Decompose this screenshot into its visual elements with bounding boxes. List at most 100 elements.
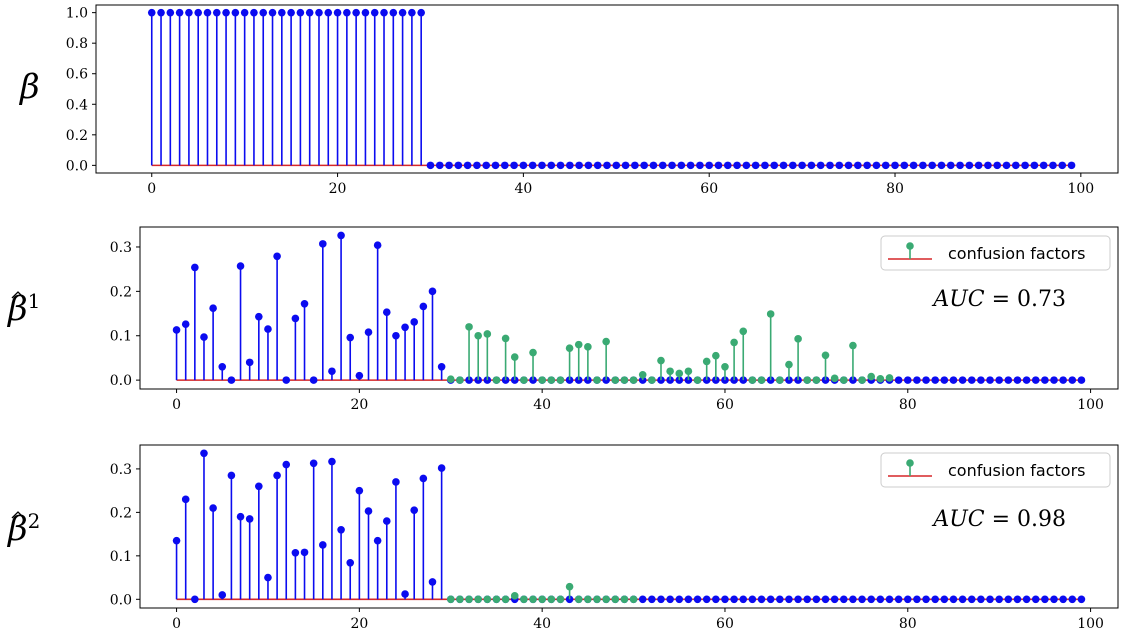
signal-marker: [937, 161, 946, 170]
signal-marker: [296, 8, 305, 17]
signal-marker: [712, 595, 720, 604]
signal-marker: [1049, 161, 1057, 170]
confusion-marker: [584, 595, 592, 604]
confusion-marker: [529, 595, 537, 604]
signal-marker: [417, 8, 425, 17]
confusion-marker: [510, 353, 519, 361]
signal-marker: [638, 595, 647, 604]
confusion-marker: [520, 376, 528, 384]
signal-marker: [185, 8, 193, 17]
signal-marker: [291, 314, 300, 323]
signal-marker: [922, 595, 930, 604]
y-tick-label: 0.1: [110, 329, 132, 345]
signal-marker: [392, 331, 400, 340]
signal-marker: [958, 595, 967, 604]
confusion-marker: [483, 595, 492, 604]
signal-marker: [903, 595, 912, 604]
signal-marker: [519, 161, 528, 170]
signal-marker: [227, 376, 236, 384]
signal-marker: [977, 595, 985, 604]
signal-marker: [355, 486, 364, 495]
x-tick-label: 0: [147, 181, 156, 197]
y-tick-label: 0.0: [110, 373, 132, 389]
signal-marker: [352, 8, 360, 17]
signal-marker: [419, 474, 428, 483]
confusion-marker: [785, 360, 793, 369]
confusion-marker: [849, 341, 857, 350]
signal-marker: [373, 241, 382, 249]
y-axis-label-symbol: β: [6, 289, 28, 329]
signal-marker: [993, 161, 1002, 170]
signal-marker: [370, 8, 379, 17]
signal-marker: [337, 525, 345, 534]
confusion-marker: [620, 595, 629, 604]
auc-annotation: AUC = 0.98: [931, 507, 1066, 532]
signal-marker: [319, 541, 327, 549]
signal-marker: [794, 595, 802, 604]
confusion-marker: [547, 376, 556, 384]
y-tick-label: 0.6: [66, 67, 88, 83]
signal-marker: [382, 308, 391, 317]
confusion-marker: [474, 331, 482, 340]
signal-marker: [956, 161, 964, 170]
signal-marker: [894, 595, 903, 604]
signal-marker: [946, 161, 955, 170]
confusion-marker: [565, 344, 574, 352]
signal-marker: [538, 161, 546, 170]
signal-marker: [528, 161, 537, 170]
x-tick-label: 40: [533, 397, 551, 413]
signal-marker: [742, 161, 751, 170]
signal-marker: [278, 8, 286, 17]
signal-marker: [1077, 595, 1086, 604]
y-tick-label: 0.0: [110, 592, 132, 608]
confusion-marker: [593, 595, 601, 604]
signal-marker: [1012, 161, 1020, 170]
signal-marker: [473, 161, 481, 170]
signal-series: [172, 449, 1086, 604]
y-axis-label-sup: 2: [28, 509, 41, 533]
confusion-marker: [556, 595, 565, 604]
plot-frame: [139, 444, 1119, 609]
auc-label: AUC: [931, 507, 984, 532]
signal-marker: [273, 252, 281, 261]
signal-marker: [255, 482, 263, 491]
signal-marker: [147, 8, 156, 17]
signal-marker: [928, 161, 936, 170]
signal-marker: [723, 161, 732, 170]
signal-marker: [218, 363, 227, 371]
signal-marker: [419, 302, 428, 311]
confusion-marker: [492, 595, 501, 604]
signal-marker: [1059, 595, 1067, 604]
x-tick-label: 20: [350, 397, 368, 413]
x-tick-label: 40: [514, 181, 532, 197]
x-tick-label: 80: [886, 181, 904, 197]
signal-marker: [849, 595, 857, 604]
signal-marker: [454, 161, 463, 170]
signal-marker: [940, 376, 949, 384]
signal-marker: [677, 161, 686, 170]
signal-marker: [401, 590, 409, 598]
signal-marker: [693, 595, 702, 604]
confusion-marker: [830, 374, 839, 383]
signal-marker: [900, 161, 909, 170]
confusion-marker: [574, 595, 583, 604]
signal-marker: [931, 595, 939, 604]
y-tick-label: 0.1: [110, 549, 132, 565]
signal-marker: [1077, 376, 1086, 384]
signal-marker: [830, 595, 839, 604]
auc-equals: =: [985, 507, 1017, 532]
signal-marker: [984, 161, 992, 170]
signal-marker: [844, 161, 853, 170]
y-axis-label: β1: [6, 289, 40, 329]
signal-marker: [250, 8, 258, 17]
signal-marker: [730, 595, 738, 604]
signal-marker: [657, 595, 665, 604]
signal-marker: [761, 161, 769, 170]
confusion-marker: [501, 595, 510, 604]
signal-marker: [305, 8, 314, 17]
signal-marker: [714, 161, 723, 170]
panel-2: 0 20 40 60 80 100 0.0 0.1 0.2 0.3 β1 confusion fact…: [6, 226, 1119, 413]
x-tick-label: 40: [533, 616, 551, 632]
y-tick-label: 0.0: [66, 158, 88, 174]
signal-marker: [949, 376, 958, 384]
